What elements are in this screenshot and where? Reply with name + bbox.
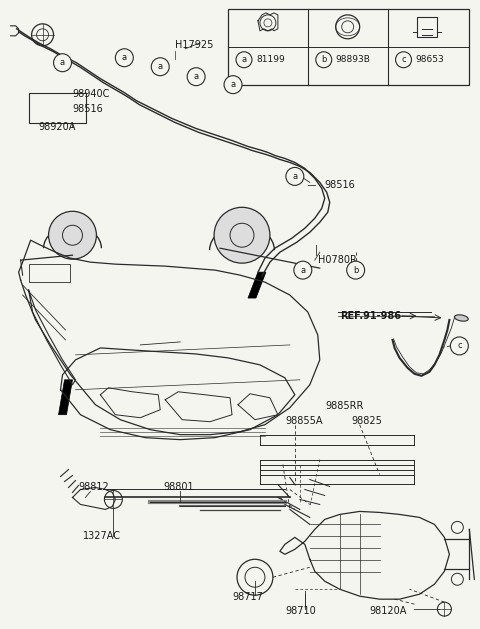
- Text: a: a: [60, 58, 65, 67]
- Text: a: a: [193, 72, 199, 81]
- Text: a: a: [292, 172, 298, 181]
- Text: 81199: 81199: [256, 55, 285, 64]
- Circle shape: [54, 53, 72, 72]
- Text: 98120A: 98120A: [370, 606, 407, 616]
- Text: 98717: 98717: [232, 592, 263, 602]
- Circle shape: [187, 68, 205, 86]
- Text: a: a: [241, 55, 247, 64]
- Text: b: b: [353, 265, 359, 275]
- Circle shape: [347, 261, 365, 279]
- Circle shape: [115, 49, 133, 67]
- Circle shape: [48, 211, 96, 259]
- Circle shape: [214, 208, 270, 263]
- Bar: [418, 17, 437, 37]
- Polygon shape: [59, 380, 72, 415]
- Text: 98653: 98653: [416, 55, 444, 64]
- Text: H17925: H17925: [175, 40, 214, 50]
- Bar: [29, 92, 86, 123]
- Circle shape: [237, 559, 273, 595]
- Circle shape: [151, 58, 169, 75]
- Text: 98710: 98710: [286, 606, 317, 616]
- Text: 98812: 98812: [78, 482, 109, 493]
- Text: a: a: [230, 80, 236, 89]
- Text: 98516: 98516: [325, 181, 356, 191]
- Circle shape: [450, 337, 468, 355]
- Text: 98516: 98516: [72, 104, 103, 114]
- Text: c: c: [457, 342, 462, 350]
- Text: H0780R: H0780R: [318, 255, 357, 265]
- Bar: [29, 264, 71, 282]
- Circle shape: [294, 261, 312, 279]
- Circle shape: [437, 602, 451, 616]
- Circle shape: [396, 52, 411, 68]
- Circle shape: [32, 24, 54, 46]
- Text: a: a: [122, 53, 127, 62]
- Text: a: a: [300, 265, 305, 275]
- Circle shape: [236, 52, 252, 68]
- Text: b: b: [321, 55, 326, 64]
- Circle shape: [224, 75, 242, 94]
- Text: 1327AC: 1327AC: [83, 532, 120, 542]
- Text: 98893B: 98893B: [336, 55, 371, 64]
- Bar: [228, 9, 469, 85]
- Text: 98801: 98801: [163, 482, 194, 493]
- Circle shape: [316, 52, 332, 68]
- Text: a: a: [157, 62, 163, 71]
- Circle shape: [286, 167, 304, 186]
- Text: REF.91-986: REF.91-986: [340, 311, 401, 321]
- Circle shape: [104, 491, 122, 508]
- Text: 98940C: 98940C: [72, 89, 110, 99]
- Text: 98920A: 98920A: [38, 121, 76, 131]
- Ellipse shape: [455, 314, 468, 321]
- Polygon shape: [248, 272, 266, 298]
- Text: 98825: 98825: [352, 416, 383, 426]
- Text: 9885RR: 9885RR: [326, 401, 364, 411]
- Text: 98855A: 98855A: [286, 416, 324, 426]
- Text: c: c: [401, 55, 406, 64]
